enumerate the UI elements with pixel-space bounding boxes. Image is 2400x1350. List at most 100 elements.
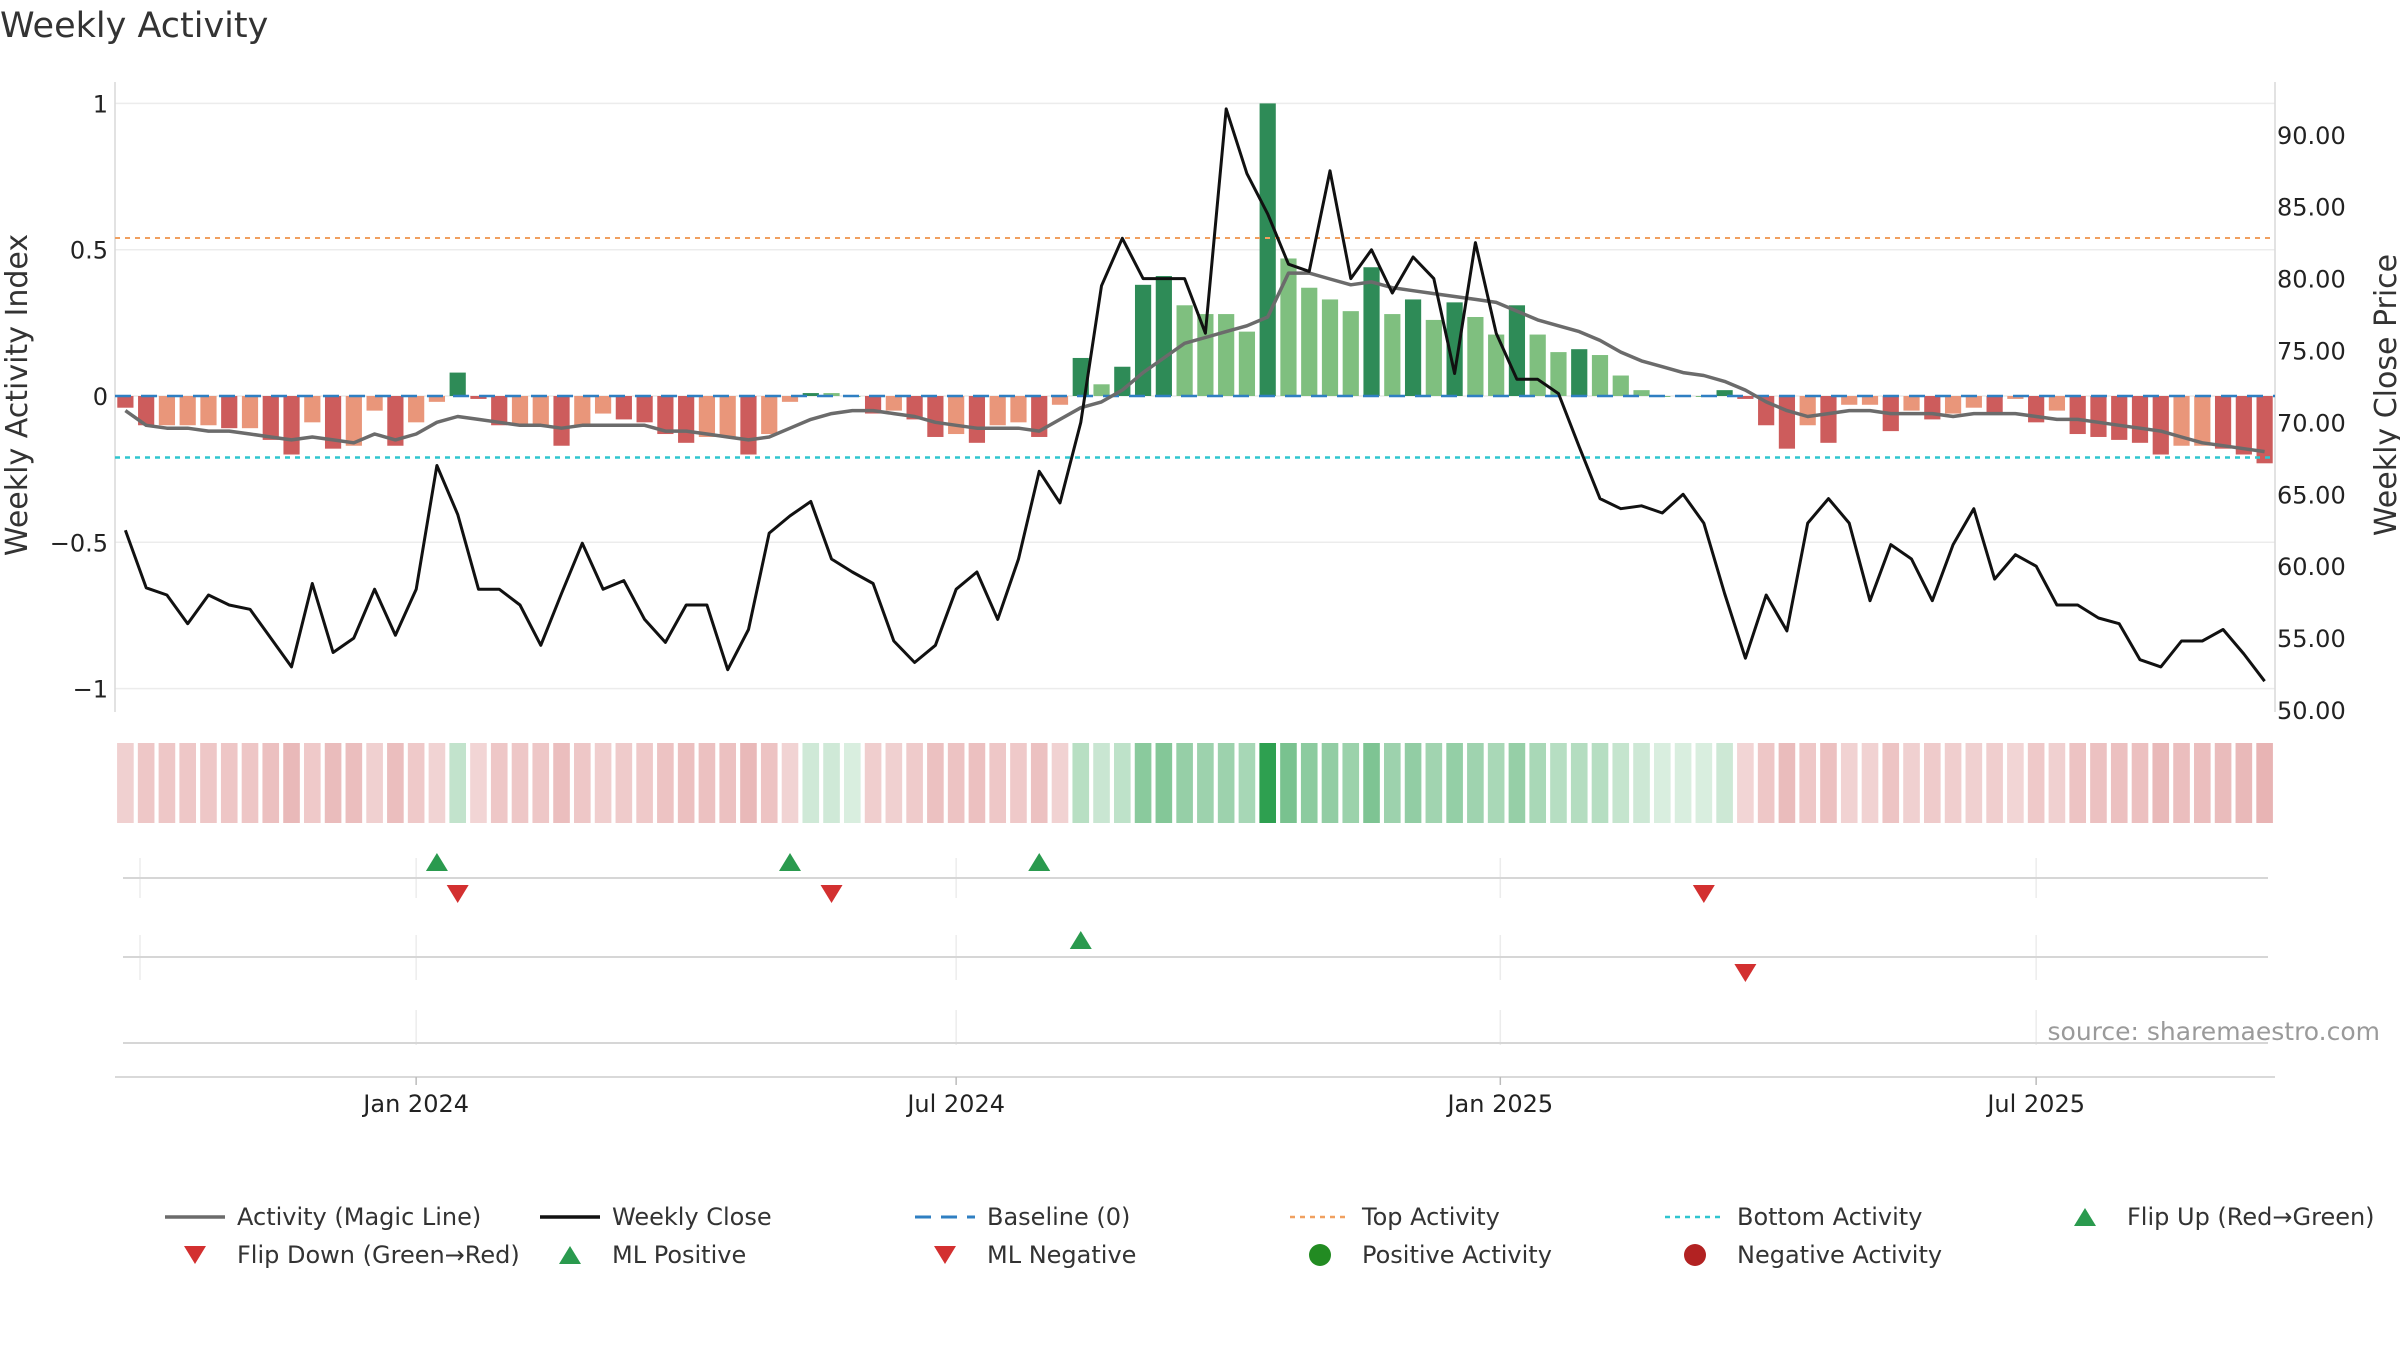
heat-cell <box>989 743 1006 823</box>
activity-bar <box>1093 384 1110 396</box>
magic-line <box>124 271 2265 454</box>
y-tick-label: −1 <box>73 676 108 704</box>
activity-bar <box>283 396 300 455</box>
heat-cell <box>1487 743 1505 823</box>
activity-bar <box>1218 314 1235 396</box>
activity-bar <box>2069 396 2086 435</box>
activity-bar <box>1550 352 1567 396</box>
heat-cell <box>1384 743 1401 823</box>
activity-bar <box>345 396 362 446</box>
activity-bar <box>1051 396 1069 405</box>
y-tick-label: 0 <box>93 383 108 411</box>
activity-bar <box>1425 319 1442 396</box>
legend-swatch <box>184 1246 206 1264</box>
heat-cell <box>1861 743 1879 823</box>
heat-cell <box>220 743 238 823</box>
heat-cell <box>885 743 903 823</box>
heat-cell <box>1321 743 1339 823</box>
heat-cell <box>1986 743 2003 823</box>
activity-bar <box>1903 396 1920 411</box>
activity-bar <box>1280 258 1297 396</box>
legend-label: Weekly Close <box>612 1203 772 1231</box>
heat-cell <box>864 743 882 823</box>
heat-cell <box>1633 743 1650 823</box>
activity-bar <box>1384 314 1401 396</box>
heat-cell <box>1882 743 1900 823</box>
heat-cell <box>2069 743 2086 823</box>
heat-cell <box>781 743 799 823</box>
activity-bar <box>1238 331 1256 396</box>
activity-bar <box>2235 396 2252 455</box>
activity-bar <box>2152 396 2169 455</box>
heat-cell <box>1342 743 1360 823</box>
heat-cell <box>262 743 280 823</box>
y2-tick-label: 85.00 <box>2277 194 2346 222</box>
activity-bar <box>1716 390 1733 396</box>
heat-cell <box>1944 743 1962 823</box>
activity-bar <box>1488 334 1505 396</box>
activity-bar <box>387 396 404 446</box>
activity-bar <box>1363 267 1380 396</box>
activity-bar <box>1155 276 1172 396</box>
heat-cell <box>2194 743 2211 823</box>
heat-cell <box>719 743 736 823</box>
heat-cell <box>345 743 363 823</box>
heat-cell <box>1570 743 1588 823</box>
x-tick-label: Jan 2025 <box>1445 1090 1553 1118</box>
activity-bar <box>221 396 238 429</box>
x-tick-label: Jan 2024 <box>361 1090 469 1118</box>
heat-cell <box>428 743 446 823</box>
heat-cell <box>802 743 820 823</box>
heat-cell <box>1404 743 1422 823</box>
activity-bar <box>2131 396 2149 443</box>
legend-label: ML Positive <box>612 1241 746 1269</box>
x-tick-label: Jul 2024 <box>905 1090 1005 1118</box>
flip-up-marker <box>425 853 448 871</box>
heat-cell <box>968 743 986 823</box>
heat-cell <box>1446 743 1463 823</box>
heat-cell <box>137 743 155 823</box>
activity-bar <box>2173 396 2190 446</box>
source-label: source: sharemaestro.com <box>2048 1017 2381 1046</box>
heat-cell <box>1051 743 1069 823</box>
activity-bar <box>885 396 902 411</box>
heat-cell <box>1757 743 1775 823</box>
heat-cell <box>636 743 653 823</box>
heat-cell <box>1508 743 1526 823</box>
heat-cell <box>677 743 695 823</box>
legend-label: Negative Activity <box>1737 1241 1942 1269</box>
y-tick-label: 0.5 <box>70 237 108 265</box>
heat-cell <box>511 743 529 823</box>
activity-bar <box>1571 349 1588 396</box>
heat-cell <box>823 743 840 823</box>
y2-tick-label: 60.00 <box>2277 553 2346 581</box>
heat-cell <box>740 743 757 823</box>
legend-label: Flip Up (Red→Green) <box>2127 1203 2375 1231</box>
activity-bar <box>449 372 466 396</box>
legend-label: Flip Down (Green→Red) <box>237 1241 520 1269</box>
activity-bar <box>1259 103 1276 397</box>
heat-cell <box>2131 743 2149 823</box>
heat-cell <box>1612 743 1630 823</box>
reference-lines <box>115 236 2275 459</box>
activity-bar <box>1591 355 1609 396</box>
heat-cell <box>1217 743 1235 823</box>
y2-tick-label: 90.00 <box>2277 122 2346 150</box>
heat-cell <box>927 743 944 823</box>
heat-cell <box>1716 743 1733 823</box>
heat-cell <box>1840 743 1858 823</box>
activity-bar <box>781 396 799 402</box>
legend-label: ML Negative <box>987 1241 1136 1269</box>
y2-tick-label: 55.00 <box>2277 625 2346 653</box>
activity-bar <box>553 396 570 446</box>
activity-bar <box>615 396 632 420</box>
heat-cell <box>324 743 342 823</box>
activity-bar <box>1778 396 1796 449</box>
heat-cell <box>698 743 716 823</box>
activity-bar <box>262 396 279 440</box>
legend-swatch <box>2074 1208 2096 1226</box>
heat-cell <box>947 743 965 823</box>
activity-bar <box>1301 287 1318 396</box>
heat-cell <box>1903 743 1920 823</box>
activity-bar <box>304 396 321 423</box>
